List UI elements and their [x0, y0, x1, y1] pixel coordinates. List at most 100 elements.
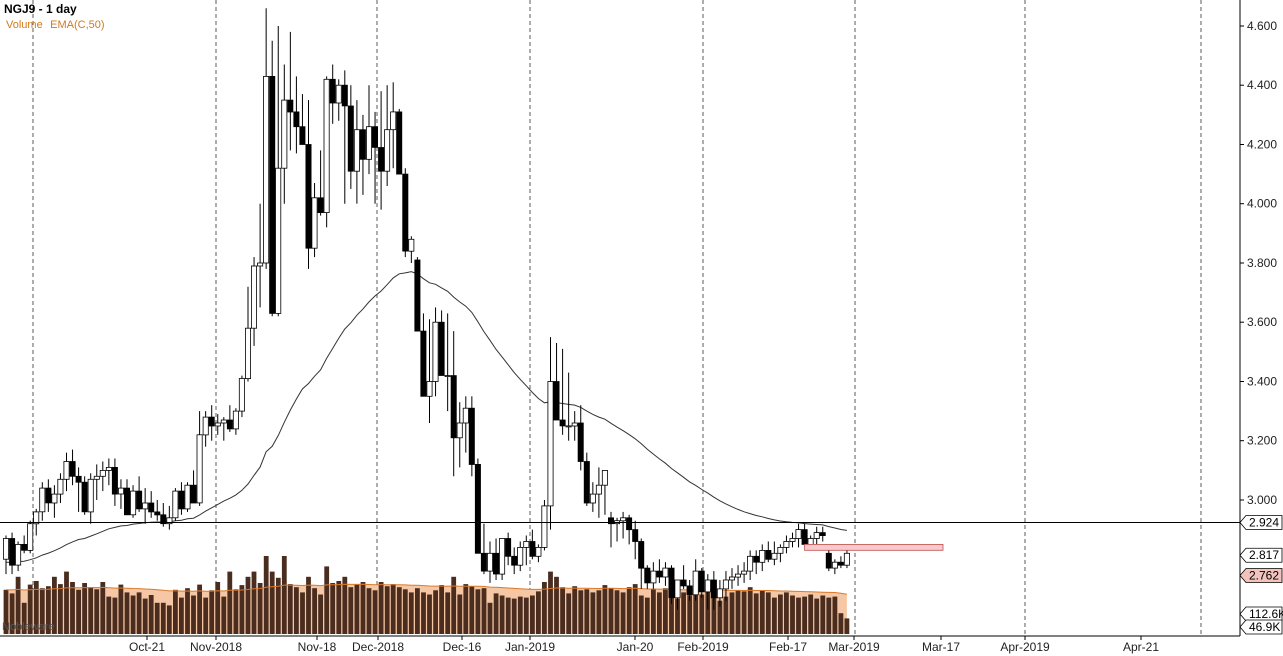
- candle[interactable]: [680, 565, 687, 589]
- candle[interactable]: [486, 541, 493, 583]
- price-axis[interactable]: 4.600 4.400 4.200 4.000 3.800 3.600 3.400 3.200…: [1239, 0, 1283, 636]
- candle[interactable]: [620, 511, 627, 539]
- candle[interactable]: [753, 550, 760, 575]
- candle[interactable]: [432, 307, 439, 397]
- candle[interactable]: [692, 559, 699, 601]
- candle[interactable]: [148, 491, 155, 518]
- candle[interactable]: [759, 544, 766, 572]
- candle[interactable]: [390, 82, 397, 169]
- candle[interactable]: [244, 286, 251, 382]
- candle[interactable]: [124, 479, 131, 516]
- candle[interactable]: [535, 544, 542, 563]
- candle[interactable]: [178, 482, 185, 515]
- candle[interactable]: [741, 562, 748, 583]
- candle[interactable]: [323, 76, 330, 228]
- candle[interactable]: [317, 150, 324, 216]
- candle[interactable]: [220, 417, 227, 441]
- candle[interactable]: [662, 562, 669, 586]
- candle[interactable]: [644, 565, 651, 589]
- candle[interactable]: [765, 541, 772, 563]
- candle[interactable]: [668, 565, 675, 604]
- candle[interactable]: [335, 79, 342, 121]
- candle[interactable]: [353, 100, 360, 204]
- candle[interactable]: [541, 500, 548, 551]
- candle[interactable]: [408, 236, 415, 263]
- candle[interactable]: [196, 411, 203, 506]
- candle[interactable]: [559, 348, 566, 435]
- candle[interactable]: [505, 532, 512, 566]
- candle[interactable]: [511, 547, 518, 575]
- candle[interactable]: [57, 473, 64, 503]
- candle[interactable]: [63, 452, 70, 492]
- candle[interactable]: [226, 405, 233, 432]
- candle[interactable]: [480, 523, 487, 575]
- candle[interactable]: [136, 476, 143, 512]
- candle[interactable]: [269, 40, 276, 317]
- candle[interactable]: [257, 203, 264, 308]
- candle[interactable]: [608, 511, 615, 548]
- candle[interactable]: [795, 523, 802, 548]
- candle[interactable]: [172, 488, 179, 521]
- candle[interactable]: [722, 571, 729, 601]
- candle[interactable]: [626, 514, 633, 545]
- candle[interactable]: [650, 562, 657, 589]
- candle[interactable]: [105, 458, 112, 486]
- candle[interactable]: [69, 449, 76, 486]
- candle[interactable]: [426, 319, 433, 423]
- candle[interactable]: [87, 473, 94, 524]
- candle[interactable]: [414, 257, 421, 332]
- candle[interactable]: [813, 526, 820, 545]
- candle[interactable]: [184, 482, 191, 512]
- candle[interactable]: [250, 257, 257, 346]
- candle[interactable]: [638, 538, 645, 589]
- candle[interactable]: [93, 464, 100, 500]
- candle[interactable]: [589, 482, 596, 512]
- candle[interactable]: [529, 529, 536, 560]
- candle[interactable]: [118, 479, 125, 509]
- candle[interactable]: [51, 485, 58, 518]
- candle[interactable]: [843, 550, 850, 569]
- candle[interactable]: [517, 541, 524, 572]
- candle[interactable]: [777, 544, 784, 563]
- candle[interactable]: [311, 183, 318, 258]
- candle[interactable]: [287, 31, 294, 151]
- candle[interactable]: [305, 100, 312, 269]
- candle[interactable]: [39, 482, 46, 521]
- candle[interactable]: [747, 550, 754, 580]
- candle[interactable]: [523, 535, 530, 566]
- candle[interactable]: [571, 411, 578, 441]
- candle[interactable]: [710, 571, 717, 610]
- candle[interactable]: [656, 559, 663, 583]
- candle[interactable]: [190, 470, 197, 504]
- candle[interactable]: [420, 313, 427, 397]
- candle[interactable]: [402, 168, 409, 258]
- candle[interactable]: [365, 85, 372, 175]
- candle[interactable]: [837, 556, 844, 569]
- candle[interactable]: [202, 411, 209, 447]
- candle[interactable]: [456, 402, 463, 468]
- candle[interactable]: [81, 476, 88, 515]
- candle[interactable]: [577, 405, 584, 471]
- candle[interactable]: [825, 547, 832, 572]
- candle[interactable]: [735, 565, 742, 586]
- candle[interactable]: [674, 579, 681, 610]
- candle[interactable]: [214, 414, 221, 435]
- candle[interactable]: [238, 375, 245, 418]
- candle[interactable]: [553, 343, 560, 421]
- candle[interactable]: [275, 26, 282, 317]
- candle[interactable]: [462, 396, 469, 453]
- candle[interactable]: [154, 500, 161, 521]
- candle[interactable]: [142, 488, 149, 524]
- candle[interactable]: [293, 76, 300, 154]
- candle[interactable]: [771, 541, 778, 566]
- candle[interactable]: [27, 520, 34, 554]
- candle[interactable]: [371, 111, 378, 204]
- candle[interactable]: [99, 461, 106, 492]
- candle[interactable]: [819, 526, 826, 542]
- candle[interactable]: [111, 458, 118, 506]
- candle[interactable]: [698, 568, 705, 598]
- candle[interactable]: [468, 396, 475, 477]
- candle[interactable]: [75, 467, 82, 512]
- candle[interactable]: [789, 532, 796, 548]
